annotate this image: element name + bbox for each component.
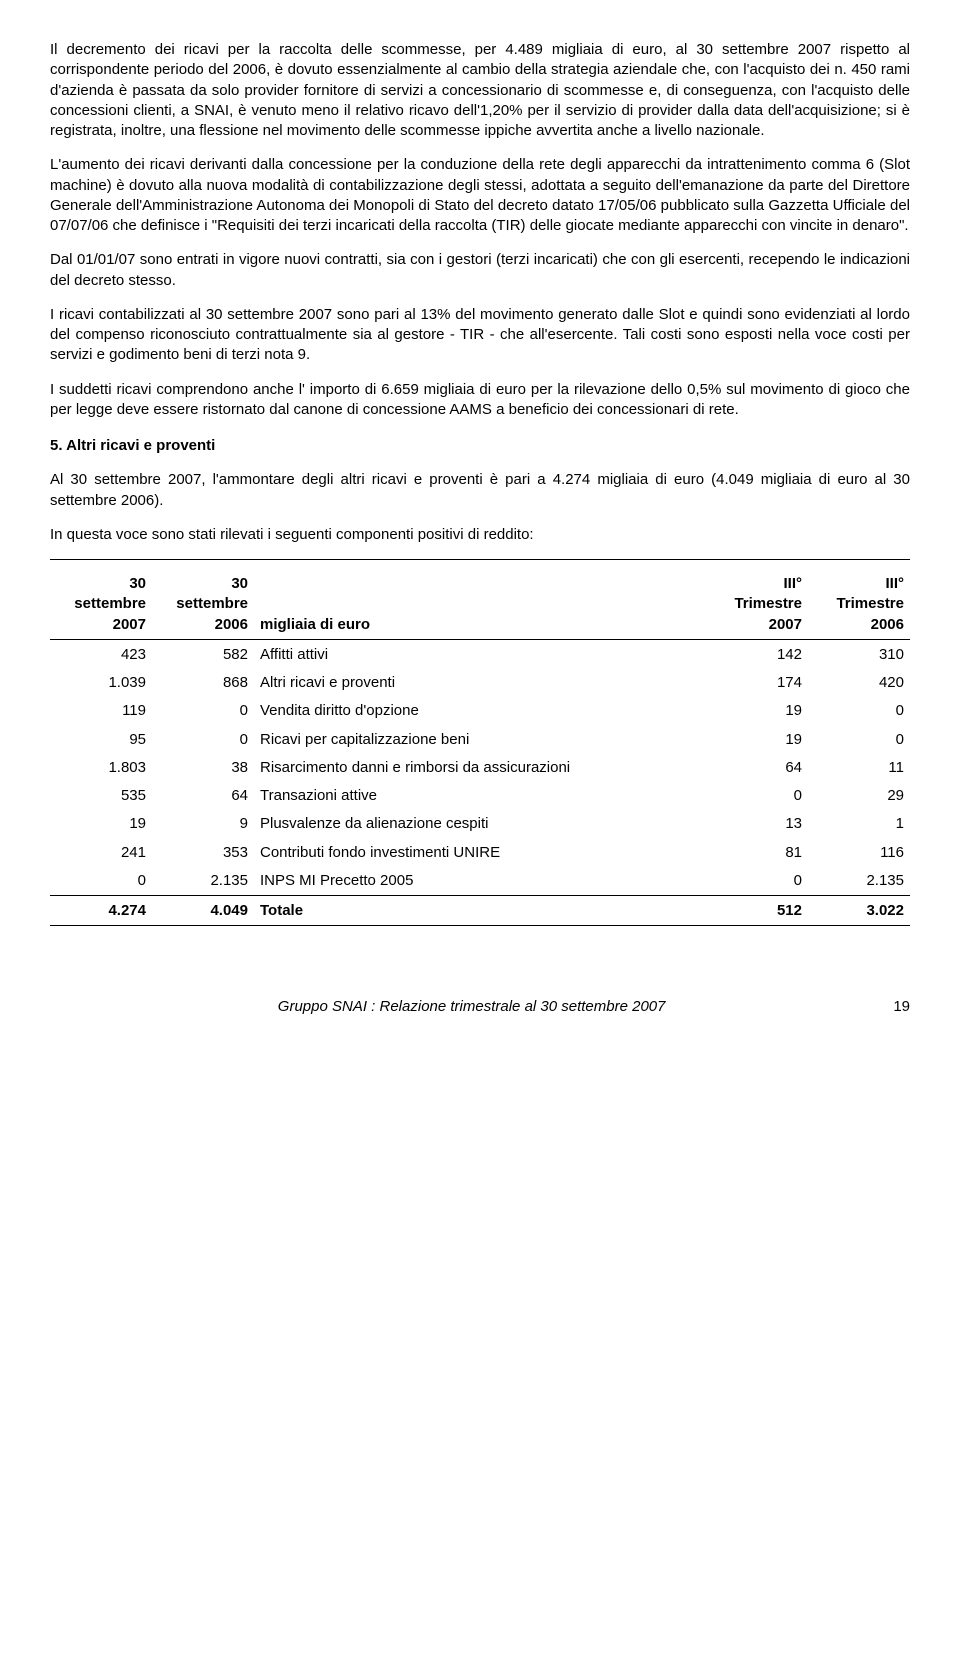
table-row: 02.135INPS MI Precetto 200502.135 xyxy=(50,867,910,896)
table-cell: 2.135 xyxy=(808,867,910,896)
table-cell: 0 xyxy=(706,782,808,810)
table-row: 1190Vendita diritto d'opzione190 xyxy=(50,697,910,725)
total-label: Totale xyxy=(254,897,706,926)
table-cell: 13 xyxy=(706,810,808,838)
table-cell: 0 xyxy=(152,697,254,725)
header-line: III° xyxy=(885,575,904,592)
table-cell: 64 xyxy=(152,782,254,810)
table-cell: 19 xyxy=(50,810,152,838)
table-row: 1.80338Risarcimento danni e rimborsi da … xyxy=(50,754,910,782)
table-cell: 2.135 xyxy=(152,867,254,896)
section-heading: 5. Altri ricavi e proventi xyxy=(50,436,910,456)
table-cell: 1 xyxy=(808,810,910,838)
col-header: III° Trimestre 2006 xyxy=(808,570,910,639)
header-line: 2006 xyxy=(215,616,248,633)
table-cell: Affitti attivi xyxy=(254,641,706,669)
table-cell: 353 xyxy=(152,839,254,867)
table-row: 1.039868Altri ricavi e proventi174420 xyxy=(50,669,910,697)
table-cell: 0 xyxy=(152,726,254,754)
total-cell: 3.022 xyxy=(808,897,910,926)
header-line: Trimestre xyxy=(734,595,802,612)
table-row: 950Ricavi per capitalizzazione beni190 xyxy=(50,726,910,754)
header-line: III° xyxy=(783,575,802,592)
header-line: 2006 xyxy=(871,616,904,633)
table-totals-row: 4.274 4.049 Totale 512 3.022 xyxy=(50,897,910,926)
total-cell: 4.274 xyxy=(50,897,152,926)
table-cell: 0 xyxy=(808,697,910,725)
table-cell: 81 xyxy=(706,839,808,867)
header-line: settembre xyxy=(74,595,146,612)
body-paragraph: I suddetti ricavi comprendono anche l' i… xyxy=(50,380,910,421)
table-cell: 95 xyxy=(50,726,152,754)
table-cell: 11 xyxy=(808,754,910,782)
body-paragraph: Dal 01/01/07 sono entrati in vigore nuov… xyxy=(50,250,910,291)
body-paragraph: L'aumento dei ricavi derivanti dalla con… xyxy=(50,155,910,236)
table-cell: Contributi fondo investimenti UNIRE xyxy=(254,839,706,867)
table-cell: Plusvalenze da alienazione cespiti xyxy=(254,810,706,838)
table-cell: 582 xyxy=(152,641,254,669)
table-cell: 420 xyxy=(808,669,910,697)
col-header: 30 settembre 2006 xyxy=(152,570,254,639)
table-cell: 0 xyxy=(808,726,910,754)
table-cell: 116 xyxy=(808,839,910,867)
revenue-components-table: 30 settembre 2007 30 settembre 2006 migl… xyxy=(50,570,910,927)
table-cell: Risarcimento danni e rimborsi da assicur… xyxy=(254,754,706,782)
table-cell: 1.803 xyxy=(50,754,152,782)
header-line: 2007 xyxy=(769,616,802,633)
header-line: settembre xyxy=(176,595,248,612)
col-header: III° Trimestre 2007 xyxy=(706,570,808,639)
body-paragraph: Il decremento dei ricavi per la raccolta… xyxy=(50,40,910,141)
table-cell: 868 xyxy=(152,669,254,697)
table-cell: 1.039 xyxy=(50,669,152,697)
table-cell: 19 xyxy=(706,726,808,754)
table-cell: 19 xyxy=(706,697,808,725)
table-cell: 29 xyxy=(808,782,910,810)
table-cell: 241 xyxy=(50,839,152,867)
header-line: 30 xyxy=(129,575,146,592)
table-cell: 142 xyxy=(706,641,808,669)
table-cell: 0 xyxy=(50,867,152,896)
body-paragraph: Al 30 settembre 2007, l'ammontare degli … xyxy=(50,470,910,511)
col-header: 30 settembre 2007 xyxy=(50,570,152,639)
table-cell: Ricavi per capitalizzazione beni xyxy=(254,726,706,754)
table-top-rule xyxy=(50,559,910,560)
table-row: 241353Contributi fondo investimenti UNIR… xyxy=(50,839,910,867)
table-row: 53564Transazioni attive029 xyxy=(50,782,910,810)
table-cell: 9 xyxy=(152,810,254,838)
table-row: 199Plusvalenze da alienazione cespiti131 xyxy=(50,810,910,838)
table-cell: 423 xyxy=(50,641,152,669)
header-line: Trimestre xyxy=(836,595,904,612)
table-cell: Vendita diritto d'opzione xyxy=(254,697,706,725)
table-row: 423582Affitti attivi142310 xyxy=(50,641,910,669)
table-cell: Transazioni attive xyxy=(254,782,706,810)
header-line: 2007 xyxy=(113,616,146,633)
table-cell: 0 xyxy=(706,867,808,896)
table-cell: 310 xyxy=(808,641,910,669)
page-footer: Gruppo SNAI : Relazione trimestrale al 3… xyxy=(50,997,910,1017)
table-cell: 119 xyxy=(50,697,152,725)
table-cell: 535 xyxy=(50,782,152,810)
table-cell: Altri ricavi e proventi xyxy=(254,669,706,697)
body-paragraph: I ricavi contabilizzati al 30 settembre … xyxy=(50,305,910,366)
col-header: migliaia di euro xyxy=(254,570,706,639)
footer-text: Gruppo SNAI : Relazione trimestrale al 3… xyxy=(278,998,666,1015)
page-number: 19 xyxy=(893,997,910,1017)
body-paragraph: In questa voce sono stati rilevati i seg… xyxy=(50,525,910,545)
header-line: 30 xyxy=(231,575,248,592)
total-cell: 4.049 xyxy=(152,897,254,926)
table-cell: 174 xyxy=(706,669,808,697)
table-cell: INPS MI Precetto 2005 xyxy=(254,867,706,896)
table-cell: 38 xyxy=(152,754,254,782)
table-cell: 64 xyxy=(706,754,808,782)
total-cell: 512 xyxy=(706,897,808,926)
